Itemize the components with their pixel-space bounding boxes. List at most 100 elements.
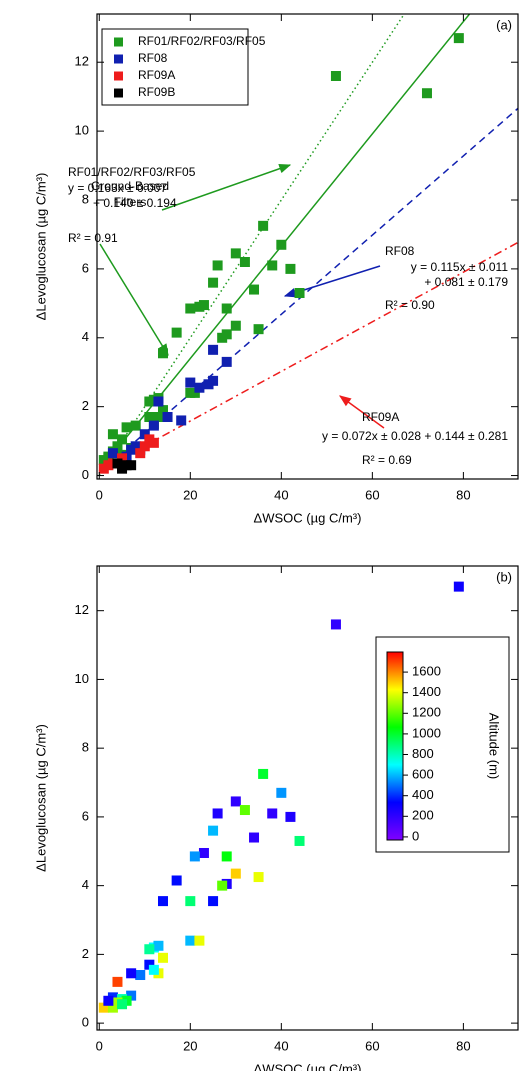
x-tick-label: 0 xyxy=(96,1038,103,1053)
marker xyxy=(126,460,137,471)
marker xyxy=(171,875,182,886)
marker xyxy=(249,284,260,295)
marker xyxy=(203,379,214,390)
legend-marker xyxy=(114,37,123,47)
legend-marker xyxy=(114,88,123,98)
y-tick-label: 10 xyxy=(75,123,89,138)
legend-box xyxy=(101,28,249,106)
marker xyxy=(239,805,250,816)
fit-label: RF08 xyxy=(385,244,415,258)
marker xyxy=(126,968,137,979)
x-tick-label: 60 xyxy=(365,1038,379,1053)
marker xyxy=(126,990,137,1001)
marker xyxy=(189,387,200,398)
marker xyxy=(117,999,128,1010)
x-tick-label: 80 xyxy=(456,487,470,502)
fit-line xyxy=(98,14,406,476)
marker xyxy=(453,33,464,44)
arrow xyxy=(339,395,385,429)
colorbar-tick-label: 1600 xyxy=(412,664,441,679)
marker xyxy=(98,463,109,474)
legend-label: RF09B xyxy=(138,85,175,99)
x-tick-label: 40 xyxy=(274,1038,288,1053)
marker xyxy=(107,429,118,440)
arrow xyxy=(161,164,292,211)
marker xyxy=(139,441,150,452)
marker xyxy=(258,768,269,779)
marker xyxy=(148,964,159,975)
fit-line xyxy=(98,241,518,472)
marker xyxy=(144,959,155,970)
y-tick-label: 4 xyxy=(82,877,89,892)
fit-label: R² = 0.69 xyxy=(362,453,412,467)
marker xyxy=(144,944,155,955)
y-tick-label: 8 xyxy=(82,740,89,755)
colorbar-tick-label: 800 xyxy=(412,746,434,761)
marker xyxy=(157,348,168,359)
y-tick-label: 12 xyxy=(75,602,89,617)
marker xyxy=(117,463,128,474)
fit-label: y = 0.115x ± 0.011 xyxy=(411,260,509,274)
marker xyxy=(153,940,164,951)
marker xyxy=(239,257,250,267)
legend-label: RF08 xyxy=(138,51,168,65)
marker xyxy=(276,787,287,798)
plot-area xyxy=(98,581,464,1013)
marker xyxy=(294,835,305,846)
marker xyxy=(212,260,223,271)
fit-label: R² = 0.91 xyxy=(68,231,118,245)
marker xyxy=(121,422,132,433)
y-tick-label: 0 xyxy=(82,1015,89,1030)
marker xyxy=(230,248,241,259)
x-tick-label: 80 xyxy=(456,1038,470,1053)
marker xyxy=(285,811,296,822)
x-axis-label: ΔWSOC (µg C/m³) xyxy=(254,1061,362,1071)
x-tick-label: 20 xyxy=(183,487,197,502)
marker xyxy=(253,324,264,335)
legend-marker xyxy=(114,54,123,64)
marker xyxy=(117,453,128,464)
marker xyxy=(212,808,223,819)
colorbar-tick-label: 400 xyxy=(412,787,434,802)
marker xyxy=(98,1002,109,1013)
marker xyxy=(249,832,260,843)
marker xyxy=(176,415,187,426)
y-tick-label: 6 xyxy=(82,808,89,823)
x-tick-label: 40 xyxy=(274,487,288,502)
plot-area xyxy=(98,14,518,476)
marker xyxy=(258,220,269,231)
fit-label: y = 0.163x ± 0.007 xyxy=(68,181,167,195)
marker xyxy=(453,581,464,592)
marker xyxy=(144,396,155,407)
marker xyxy=(157,952,168,963)
colorbar-tick-label: 1000 xyxy=(412,725,441,740)
marker xyxy=(221,303,232,314)
marker xyxy=(117,434,128,445)
marker xyxy=(194,935,205,946)
marker xyxy=(253,872,264,883)
marker xyxy=(230,320,241,331)
marker xyxy=(112,458,123,469)
y-tick-label: 0 xyxy=(82,467,89,482)
marker xyxy=(112,441,123,452)
marker xyxy=(230,868,241,879)
marker xyxy=(330,619,341,630)
marker xyxy=(208,825,219,836)
legend-label: RF09A xyxy=(138,68,175,82)
fit-label: RF09A xyxy=(362,410,399,424)
fit-label: RF01/RF02/RF03/RF05 xyxy=(68,165,196,179)
marker xyxy=(221,329,232,340)
colorbar-tick-label: 1400 xyxy=(412,684,441,699)
marker xyxy=(230,796,241,807)
x-axis-label: ΔWSOC (µg C/m³) xyxy=(254,510,362,525)
marker xyxy=(330,71,341,81)
y-tick-label: 8 xyxy=(82,191,89,206)
plot-frame xyxy=(96,13,519,480)
fit-label: Ground-Based xyxy=(91,179,169,193)
fit-label: R² = 0.90 xyxy=(385,298,435,312)
marker xyxy=(198,300,209,311)
fit-line xyxy=(98,107,518,474)
marker xyxy=(162,412,173,422)
y-tick-label: 10 xyxy=(75,671,89,686)
